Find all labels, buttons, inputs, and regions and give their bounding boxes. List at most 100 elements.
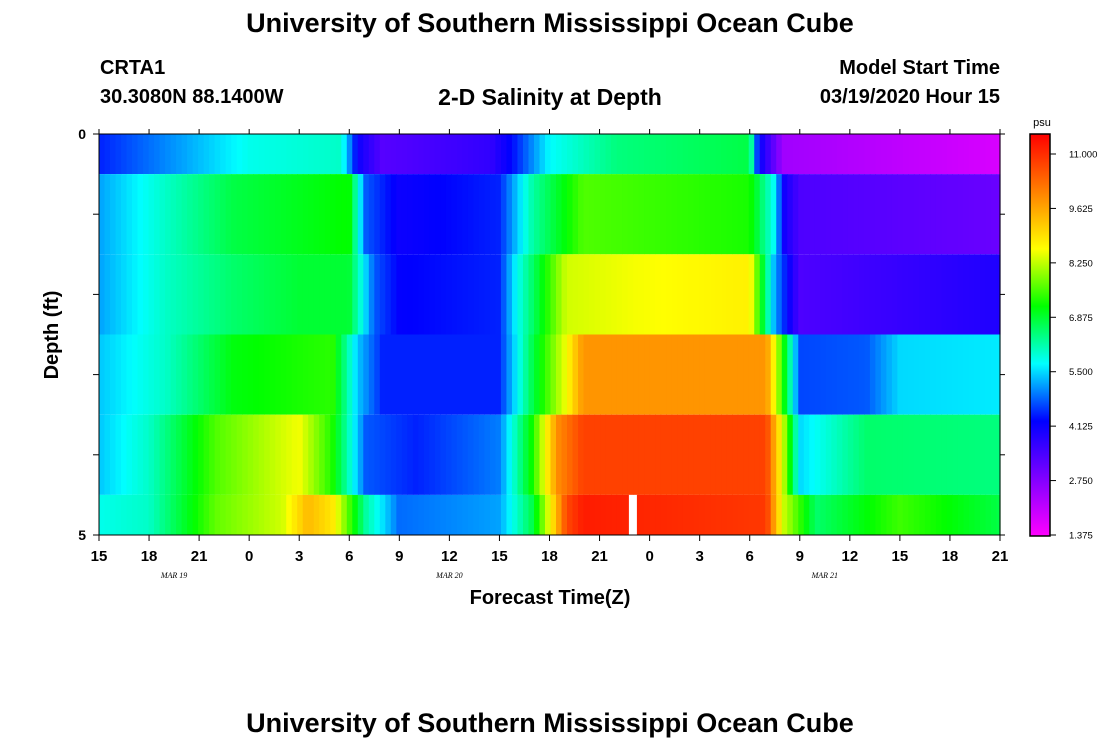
heatmap-cell (715, 254, 722, 335)
heatmap-cell (148, 134, 155, 175)
heatmap-cell (919, 254, 926, 335)
heatmap-cell (996, 414, 1001, 495)
heatmap-cell (748, 334, 755, 415)
heatmap-cell (462, 254, 469, 335)
heatmap-cell (308, 134, 315, 175)
heatmap-cell (743, 254, 750, 335)
heatmap-cell (126, 134, 133, 175)
heatmap-cell (291, 334, 298, 415)
heatmap-cell (858, 134, 865, 175)
heatmap-cell (511, 134, 519, 175)
heatmap-cell (489, 174, 497, 255)
date-label: MAR 20 (435, 571, 462, 580)
heatmap-cell (132, 134, 139, 175)
colorbar-tick-label: 9.625 (1069, 204, 1093, 215)
heatmap-cell (924, 134, 932, 175)
heatmap-cell (165, 334, 172, 415)
heatmap-cell (853, 414, 860, 495)
heatmap-cell (478, 334, 486, 415)
heatmap-cell (517, 134, 524, 175)
heatmap-cell (539, 134, 546, 175)
heatmap-cell (710, 134, 717, 175)
heatmap-cell (578, 254, 585, 335)
y-tick-label: 5 (78, 527, 86, 543)
heatmap-cell (159, 254, 166, 335)
heatmap-cell (759, 174, 766, 255)
heatmap-cell (611, 414, 618, 495)
heatmap-cell (269, 134, 276, 175)
heatmap-cell (264, 174, 271, 255)
heatmap-cell (451, 494, 458, 535)
x-tick-label: 15 (491, 548, 508, 565)
heatmap-cell (765, 414, 772, 495)
heatmap-cell (649, 494, 656, 535)
heatmap-cell (203, 174, 210, 255)
heatmap-cell (324, 334, 331, 415)
colorbar-tick-label: 11.000 (1069, 150, 1097, 161)
heatmap-cell (924, 414, 932, 495)
heatmap-cell (363, 414, 370, 495)
heatmap-cell (715, 414, 722, 495)
heatmap-cell (253, 494, 260, 535)
heatmap-cell (842, 334, 849, 415)
heatmap-cell (869, 494, 876, 535)
heatmap-cell (275, 334, 282, 415)
heatmap-cell (467, 254, 475, 335)
heatmap-cell (836, 174, 843, 255)
heatmap-cell (110, 494, 117, 535)
heatmap-cell (556, 334, 563, 415)
heatmap-cell (126, 334, 133, 415)
colorbar-tick-label: 5.500 (1069, 367, 1093, 378)
heatmap-cell (462, 334, 469, 415)
heatmap-cell (511, 254, 519, 335)
heatmap-cell (825, 174, 832, 255)
heatmap-cell (110, 174, 117, 255)
heatmap-cell (699, 254, 706, 335)
heatmap-cell (192, 254, 199, 335)
heatmap-cell (616, 254, 623, 335)
heatmap-cell (754, 334, 761, 415)
colorbar-tick-label: 2.750 (1069, 476, 1093, 487)
heatmap-cell (324, 174, 331, 255)
heatmap-cell (605, 174, 612, 255)
heatmap-cell (291, 494, 298, 535)
heatmap-cell (154, 334, 161, 415)
heatmap-cell (627, 254, 634, 335)
heatmap-cell (489, 494, 497, 535)
heatmap-cell (462, 414, 469, 495)
heatmap-cell (732, 134, 739, 175)
heatmap-cell (985, 334, 992, 415)
heatmap-cell (198, 134, 205, 175)
heatmap-cell (831, 134, 838, 175)
heatmap-cell (853, 334, 860, 415)
heatmap-cell (110, 414, 117, 495)
heatmap-cell (699, 414, 706, 495)
heatmap-cell (214, 174, 221, 255)
heatmap-cell (770, 494, 777, 535)
heatmap-cell (319, 494, 326, 535)
heatmap-cell (137, 334, 144, 415)
heatmap-cell (324, 254, 331, 335)
heatmap-cell (528, 494, 535, 535)
heatmap-cell (412, 334, 419, 415)
heatmap-cell (313, 254, 320, 335)
heatmap-cell (583, 134, 590, 175)
heatmap-cell (704, 134, 711, 175)
colorbar-unit: psu (1033, 117, 1051, 129)
heatmap-cell (567, 494, 574, 535)
heatmap-cell (869, 254, 876, 335)
heatmap-cell (924, 334, 932, 415)
heatmap-cell (809, 254, 816, 335)
heatmap-cell (275, 174, 282, 255)
heatmap-cell (677, 254, 684, 335)
heatmap-cell (495, 494, 502, 535)
heatmap-cell (346, 494, 353, 535)
heatmap-cell (776, 174, 783, 255)
heatmap-cell (506, 254, 513, 335)
heatmap-cell (181, 254, 188, 335)
heatmap-cell (704, 334, 711, 415)
heatmap-cell (814, 414, 821, 495)
heatmap-cell (269, 494, 276, 535)
heatmap-cell (781, 334, 788, 415)
heatmap-cell (220, 494, 227, 535)
